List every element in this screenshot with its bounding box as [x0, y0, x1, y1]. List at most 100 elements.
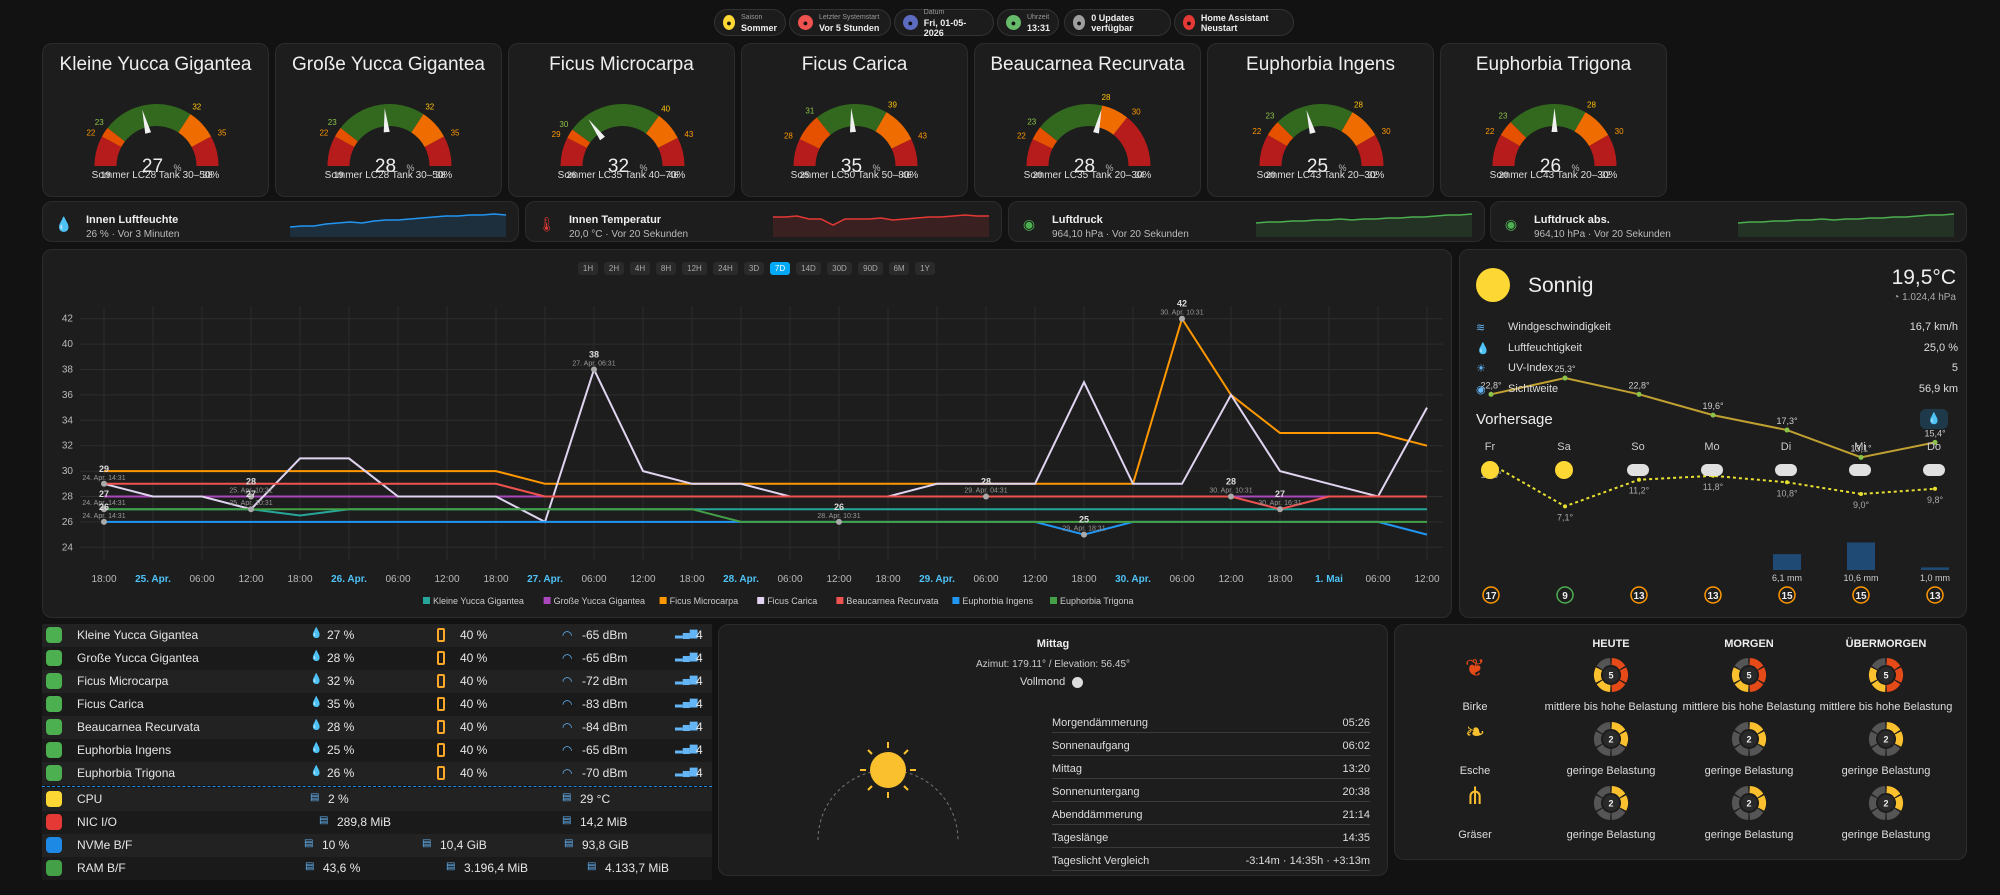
system-row[interactable]: CPU ▤ 2 % ▤ 29 °C — [42, 788, 712, 811]
header-chip[interactable]: ● 0 Updates verfügbar — [1064, 9, 1171, 36]
legend-entry[interactable]: Kleine Yucca Gigantea — [433, 596, 524, 606]
pollen-plant-icon: ⋔ — [1464, 783, 1486, 810]
legend-entry[interactable]: Beaucarnea Recurvata — [846, 596, 938, 606]
gauge-dial: 22 23 28 30 20 32 25% — [1252, 100, 1391, 180]
range-button-24h[interactable]: 24H — [713, 262, 738, 275]
device-moisture: 25 % — [327, 743, 355, 757]
range-button-2h[interactable]: 2H — [604, 262, 624, 275]
wind-icon — [1556, 586, 1574, 604]
weather-card: 22,8°25,3°22,8°19,6°17,3°13,1°15,4°13,6°… — [1459, 249, 1967, 618]
device-row[interactable]: Beaucarnea Recurvata 💧 28 % 40 % ◠ -84 dBm ▂▄▆… — [42, 716, 712, 739]
sensor-value: 964,10 hPa · Vor 20 Sekunden — [1534, 229, 1671, 240]
moisture-gauge-card[interactable]: Kleine Yucca Gigantea 22 23 32 35 19 38 27% Somm… — [42, 43, 269, 197]
device-row[interactable]: Große Yucca Gigantea 💧 28 % 40 % ◠ -65 dBm ▂▄▆… — [42, 647, 712, 670]
sun-time-value: 14:35 — [1342, 832, 1370, 844]
gauge-subtitle: Sommer LC35 Tank 20–30% — [1023, 170, 1152, 181]
range-button-30d[interactable]: 30D — [827, 262, 852, 275]
legend-entry[interactable]: Euphorbia Trigona — [1060, 596, 1134, 606]
moisture-gauge-card[interactable]: Euphorbia Ingens 22 23 28 30 20 32 25% Sommer LC… — [1207, 43, 1434, 197]
system-value-b: 14,2 MiB — [580, 815, 628, 829]
legend-entry[interactable]: Ficus Carica — [767, 596, 817, 606]
moisture-gauge-card[interactable]: Ficus Microcarpa 29 30 40 43 26 46 32% Sommer LC… — [508, 43, 735, 197]
range-button-14d[interactable]: 14D — [796, 262, 821, 275]
header-chip[interactable]: ● Datum Fri, 01-05-2026 — [894, 9, 994, 38]
header-chip[interactable]: ● Saison Sommer — [714, 9, 786, 36]
gauge-segment — [875, 112, 912, 149]
device-row[interactable]: Ficus Carica 💧 35 % 40 % ◠ -83 dBm ▂▄▆ 4 — [42, 693, 712, 716]
gauge-segment — [793, 139, 820, 166]
plant-icon — [46, 696, 62, 712]
device-row[interactable]: Euphorbia Trigona 💧 26 % 40 % ◠ -70 dBm ▂▄▆ 4 — [42, 762, 712, 785]
system-icon — [46, 860, 62, 876]
forecast-high-point — [1932, 439, 1938, 445]
annotation-value: 26 — [834, 502, 844, 512]
device-row[interactable]: Kleine Yucca Gigantea 💧 27 % 40 % ◠ -65 dBm ▂▄… — [42, 624, 712, 647]
annotation-point — [1081, 531, 1087, 538]
range-button-6m[interactable]: 6M — [889, 262, 909, 275]
sensor-card[interactable]: ◉ Luftdruck abs. 964,10 hPa · Vor 20 Sekun… — [1490, 201, 1967, 242]
x-tick-label: 06:00 — [1169, 574, 1194, 585]
sensor-card[interactable]: ◉ Luftdruck 964,10 hPa · Vor 20 Sekunden — [1008, 201, 1485, 242]
sensor-card[interactable]: 💧 Innen Luftfeuchte 26 % · Vor 3 Minuten — [42, 201, 519, 242]
table-divider — [42, 786, 712, 787]
series-line — [104, 520, 1428, 536]
system-row[interactable]: NIC I/O ▤ 289,8 MiB ▤ 14,2 MiB — [42, 811, 712, 834]
header-chip[interactable]: ● Uhrzeit 13:31 — [997, 9, 1059, 36]
range-button-8h[interactable]: 8H — [656, 262, 676, 275]
precip-bar — [1773, 554, 1801, 570]
range-button-3d[interactable]: 3D — [744, 262, 764, 275]
wifi-icon: ◠ — [562, 766, 573, 780]
moisture-gauge-card[interactable]: Euphorbia Trigona 22 23 28 30 20 32 26% Sommer L… — [1440, 43, 1667, 197]
system-row[interactable]: NVMe B/F ▤ 10 % ▤ 10,4 GiB ▤ 93,8 GiB — [42, 834, 712, 857]
water-drop-icon: 💧 — [310, 697, 323, 708]
device-battery: 40 % — [460, 697, 488, 711]
series-line — [104, 508, 1427, 523]
legend-entry[interactable]: Ficus Microcarpa — [670, 596, 739, 606]
moisture-gauge-card[interactable]: Große Yucca Gigantea 22 23 32 35 19 38 28% Somme… — [275, 43, 502, 197]
sun-time-row: Mittag 13:20 — [1052, 763, 1370, 779]
range-button-90d[interactable]: 90D — [858, 262, 883, 275]
sun-time-value: 05:26 — [1342, 717, 1370, 729]
forecast-high-label: 13,1° — [1850, 443, 1872, 453]
sensor-card[interactable]: 🌡 Innen Temperatur 20,0 °C · Vor 20 Sekund… — [525, 201, 1002, 242]
moisture-gauge-card[interactable]: Beaucarnea Recurvata 22 23 28 30 20 34 28% Somme… — [974, 43, 1201, 197]
sensor-value: 26 % · Vor 3 Minuten — [86, 229, 180, 240]
gauge-threshold-label: 30 — [1132, 107, 1141, 116]
gauge-value: 32 — [608, 156, 629, 177]
x-tick-label: 18:00 — [91, 574, 116, 585]
weather-row-label: Sichtweite — [1508, 382, 1559, 395]
annotation-date: 30. Apr. 16:31 — [1258, 500, 1301, 507]
x-tick-label: 18:00 — [1071, 574, 1096, 585]
device-row[interactable]: Ficus Microcarpa 💧 32 % 40 % ◠ -72 dBm ▂▄▆ 4 — [42, 670, 712, 693]
moisture-gauge-card[interactable]: Ficus Carica 28 31 39 43 25 46 35% Sommer LC50 T… — [741, 43, 968, 197]
range-button-1y[interactable]: 1Y — [915, 262, 935, 275]
gauge-value: 35 — [841, 156, 862, 177]
chip-value: Fri, 01-05-2026 — [923, 17, 967, 38]
legend-entry[interactable]: Euphorbia Ingens — [962, 596, 1033, 606]
cloud-icon — [1775, 464, 1797, 476]
forecast-title: Vorhersage — [1476, 411, 1553, 428]
annotation-value: 26 — [99, 502, 109, 512]
device-row[interactable]: Euphorbia Ingens 💧 25 % 40 % ◠ -65 dBm ▂▄▆ 4 — [42, 739, 712, 762]
annotation-point — [248, 506, 254, 513]
header-chip[interactable]: ● Home Assistant Neustart — [1174, 9, 1294, 36]
device-name: Beaucarnea Recurvata — [77, 720, 200, 734]
range-button-7d[interactable]: 7D — [770, 262, 790, 275]
system-row[interactable]: RAM B/F ▤ 43,6 % ▤ 3.196,4 MiB ▤ 4.133,7 MiB — [42, 857, 712, 880]
gauge-icon: ◉ — [1504, 216, 1518, 232]
header-chip[interactable]: ● Letzter Systemstart Vor 5 Stunden — [789, 9, 891, 36]
device-battery: 40 % — [460, 720, 488, 734]
system-icon-c: ▤ — [564, 838, 574, 849]
annotation-point — [983, 493, 989, 500]
rain-toggle-button[interactable]: 💧 — [1920, 409, 1948, 429]
wind-icon — [1704, 586, 1722, 604]
pollen-level-value: 2 — [1883, 799, 1888, 809]
range-button-12h[interactable]: 12H — [682, 262, 707, 275]
range-button-4h[interactable]: 4H — [630, 262, 650, 275]
legend-entry[interactable]: Große Yucca Gigantea — [554, 596, 645, 606]
range-button-1h[interactable]: 1H — [578, 262, 598, 275]
forecast-low-point — [1785, 480, 1789, 485]
gauge-value: 28 — [1074, 156, 1095, 177]
moon-icon — [1072, 676, 1084, 688]
annotation-date: 24. Apr. 14:31 — [82, 475, 125, 482]
